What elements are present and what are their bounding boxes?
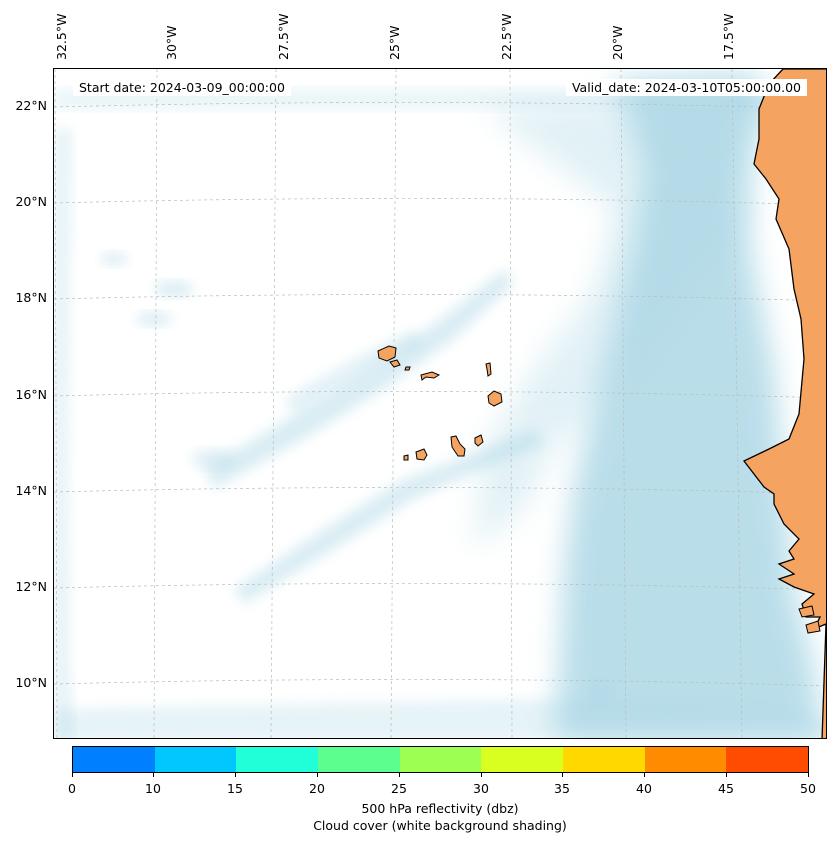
lon-tick-label: 20°W xyxy=(610,25,625,60)
lat-tick-label: 20°N xyxy=(15,194,47,209)
colorbar-label: 500 hPa reflectivity (dbz) xyxy=(361,801,519,816)
colorbar-segment xyxy=(236,747,319,772)
cloud-patch xyxy=(100,252,128,266)
valid-date-label: Valid_date: 2024-03-10T05:00:00.00 xyxy=(565,79,807,96)
cloud-edge-bottom xyxy=(54,699,826,738)
cloud-patch xyxy=(192,449,236,469)
lat-tick-label: 22°N xyxy=(15,98,47,113)
colorbar-tick-label: 35 xyxy=(554,781,570,796)
colorbar-tick-mark xyxy=(481,773,482,777)
lat-tick-label: 18°N xyxy=(15,290,47,305)
colorbar-segment xyxy=(481,747,564,772)
island-sal xyxy=(485,362,492,377)
colorbar-tick-mark xyxy=(399,773,400,777)
meridian-line xyxy=(153,69,158,738)
lat-tick-label: 14°N xyxy=(15,483,47,498)
parallel-line xyxy=(54,102,826,110)
colorbar-tick-mark xyxy=(726,773,727,777)
lon-tick-label: 17.5°W xyxy=(721,13,736,60)
meridian-line xyxy=(620,69,627,738)
colorbar-tick-mark xyxy=(317,773,318,777)
colorbar-tick-mark xyxy=(562,773,563,777)
colorbar-tick-mark xyxy=(153,773,154,777)
colorbar-tick-label: 50 xyxy=(800,781,816,796)
parallel-line xyxy=(54,679,826,687)
bijagos-island xyxy=(798,605,815,618)
colorbar-tick-mark xyxy=(235,773,236,777)
colorbar-tick-mark xyxy=(808,773,809,777)
colorbar-segment xyxy=(563,747,645,772)
cloud-patch xyxy=(154,281,194,297)
lat-tick-label: 16°N xyxy=(15,387,47,402)
colorbar-tick-label: 30 xyxy=(473,781,489,796)
cloud-patch xyxy=(592,682,612,706)
island-sao-vicente xyxy=(389,359,401,368)
parallel-line xyxy=(54,391,826,399)
lon-tick-label: 32.5°W xyxy=(54,13,69,60)
meridian-line xyxy=(270,69,277,738)
bijagos-island xyxy=(805,620,821,634)
lat-tick-label: 10°N xyxy=(15,675,47,690)
island-santa-luzia xyxy=(404,366,411,371)
start-date-label: Start date: 2024-03-09_00:00:00 xyxy=(73,79,291,96)
island-fogo xyxy=(415,448,428,461)
africa-landmass xyxy=(742,69,826,738)
cloud-edge-left xyxy=(54,129,74,738)
cape-verde-islands xyxy=(377,345,503,461)
colorbar-segment xyxy=(726,747,809,772)
cloud-band-east-light xyxy=(474,89,754,549)
colorbar xyxy=(72,746,809,773)
colorbar-sublabel: Cloud cover (white background shading) xyxy=(313,818,567,833)
colorbar-tick-label: 40 xyxy=(636,781,652,796)
island-brava xyxy=(403,454,409,461)
colorbar-segment xyxy=(399,747,482,772)
parallel-line xyxy=(54,198,826,206)
island-santiago xyxy=(450,435,466,457)
lon-tick-label: 30°W xyxy=(164,25,179,60)
colorbar-segment xyxy=(318,747,400,772)
cloud-cover-layer xyxy=(54,74,826,738)
colorbar-segment xyxy=(644,747,727,772)
meridian-line xyxy=(731,69,743,738)
meridian-line xyxy=(390,69,397,738)
colorbar-tick-label: 20 xyxy=(309,781,325,796)
parallel-line xyxy=(54,487,826,495)
colorbar-tick-label: 25 xyxy=(391,781,407,796)
colorbar-segment xyxy=(154,747,237,772)
map-canvas xyxy=(54,69,826,738)
meridian-line xyxy=(509,69,513,738)
cloud-band-east xyxy=(554,74,824,738)
island-boa-vista xyxy=(487,390,503,407)
colorbar-tick-label: 15 xyxy=(227,781,243,796)
parallel-line xyxy=(54,294,826,302)
colorbar-segment xyxy=(73,747,155,772)
colorbar-tick-label: 45 xyxy=(718,781,734,796)
island-santo-antao xyxy=(377,345,397,362)
lat-tick-label: 12°N xyxy=(15,579,47,594)
graticule xyxy=(54,69,826,738)
lon-tick-label: 27.5°W xyxy=(276,13,291,60)
parallel-line xyxy=(54,583,826,591)
island-sao-nicolau xyxy=(420,371,441,381)
colorbar-tick-label: 0 xyxy=(68,781,76,796)
lon-tick-label: 25°W xyxy=(387,25,402,60)
island-maio xyxy=(474,434,484,447)
map-panel: Start date: 2024-03-09_00:00:00 Valid_da… xyxy=(53,68,827,739)
africa-coast xyxy=(742,69,826,738)
meridian-line xyxy=(54,69,58,738)
cloud-patch xyxy=(136,312,172,326)
colorbar-tick-mark xyxy=(644,773,645,777)
cloud-streak xyxy=(204,269,514,489)
colorbar-tick-mark xyxy=(72,773,73,777)
lon-tick-label: 22.5°W xyxy=(499,13,514,60)
cloud-streak xyxy=(234,429,544,604)
colorbar-tick-label: 10 xyxy=(145,781,161,796)
